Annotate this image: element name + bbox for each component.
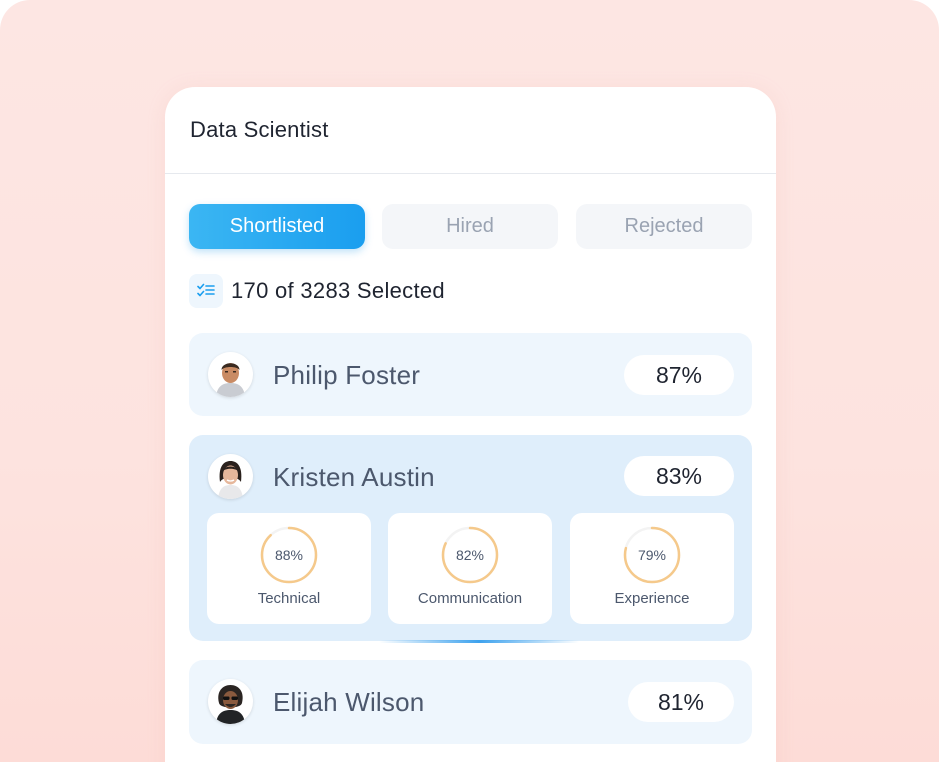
match-score: 81% xyxy=(628,682,734,722)
avatar xyxy=(208,454,253,499)
candidate-name: Elijah Wilson xyxy=(273,687,425,717)
metric-label: Communication xyxy=(417,590,523,607)
metric-technical: 88% Technical xyxy=(207,513,371,624)
candidate-card-expanded[interactable]: Kristen Austin 83% 88% Technical xyxy=(189,435,752,643)
candidate-card[interactable]: Philip Foster 87% xyxy=(189,333,752,416)
metric-label: Technical xyxy=(257,590,321,607)
avatar xyxy=(208,352,253,397)
candidate-name: Philip Foster xyxy=(273,360,421,390)
metric-label: Experience xyxy=(614,590,690,607)
metric-value: 79% xyxy=(637,547,667,563)
metric-value: 82% xyxy=(455,547,485,563)
tab-shortlisted[interactable]: Shortlisted xyxy=(189,204,365,249)
divider xyxy=(549,568,571,580)
candidate-name: Kristen Austin xyxy=(273,462,435,492)
checklist-icon[interactable] xyxy=(189,274,223,308)
divider xyxy=(367,568,389,580)
progress-ring xyxy=(441,526,499,584)
metric-value: 88% xyxy=(274,547,304,563)
metric-communication: 82% Communication xyxy=(388,513,552,624)
match-score: 83% xyxy=(624,456,734,496)
tab-rejected[interactable]: Rejected xyxy=(576,204,752,249)
skill-breakdown: 88% Technical 82% Communication xyxy=(207,513,734,624)
selection-summary: 170 of 3283 Selected xyxy=(189,273,445,309)
metric-experience: 79% Experience xyxy=(570,513,734,624)
progress-ring xyxy=(623,526,681,584)
status-tabs: Shortlisted Hired Rejected xyxy=(189,204,752,249)
avatar xyxy=(208,679,253,724)
selection-count: 170 of 3283 Selected xyxy=(231,278,445,303)
panel-header: Data Scientist xyxy=(165,87,776,174)
progress-ring xyxy=(260,526,318,584)
candidate-card[interactable]: Elijah Wilson 81% xyxy=(189,660,752,744)
tab-hired[interactable]: Hired xyxy=(382,204,558,249)
job-title: Data Scientist xyxy=(190,117,329,142)
candidates-panel: Data Scientist Shortlisted Hired Rejecte… xyxy=(165,87,776,762)
match-score: 87% xyxy=(624,355,734,395)
active-indicator xyxy=(379,640,579,643)
